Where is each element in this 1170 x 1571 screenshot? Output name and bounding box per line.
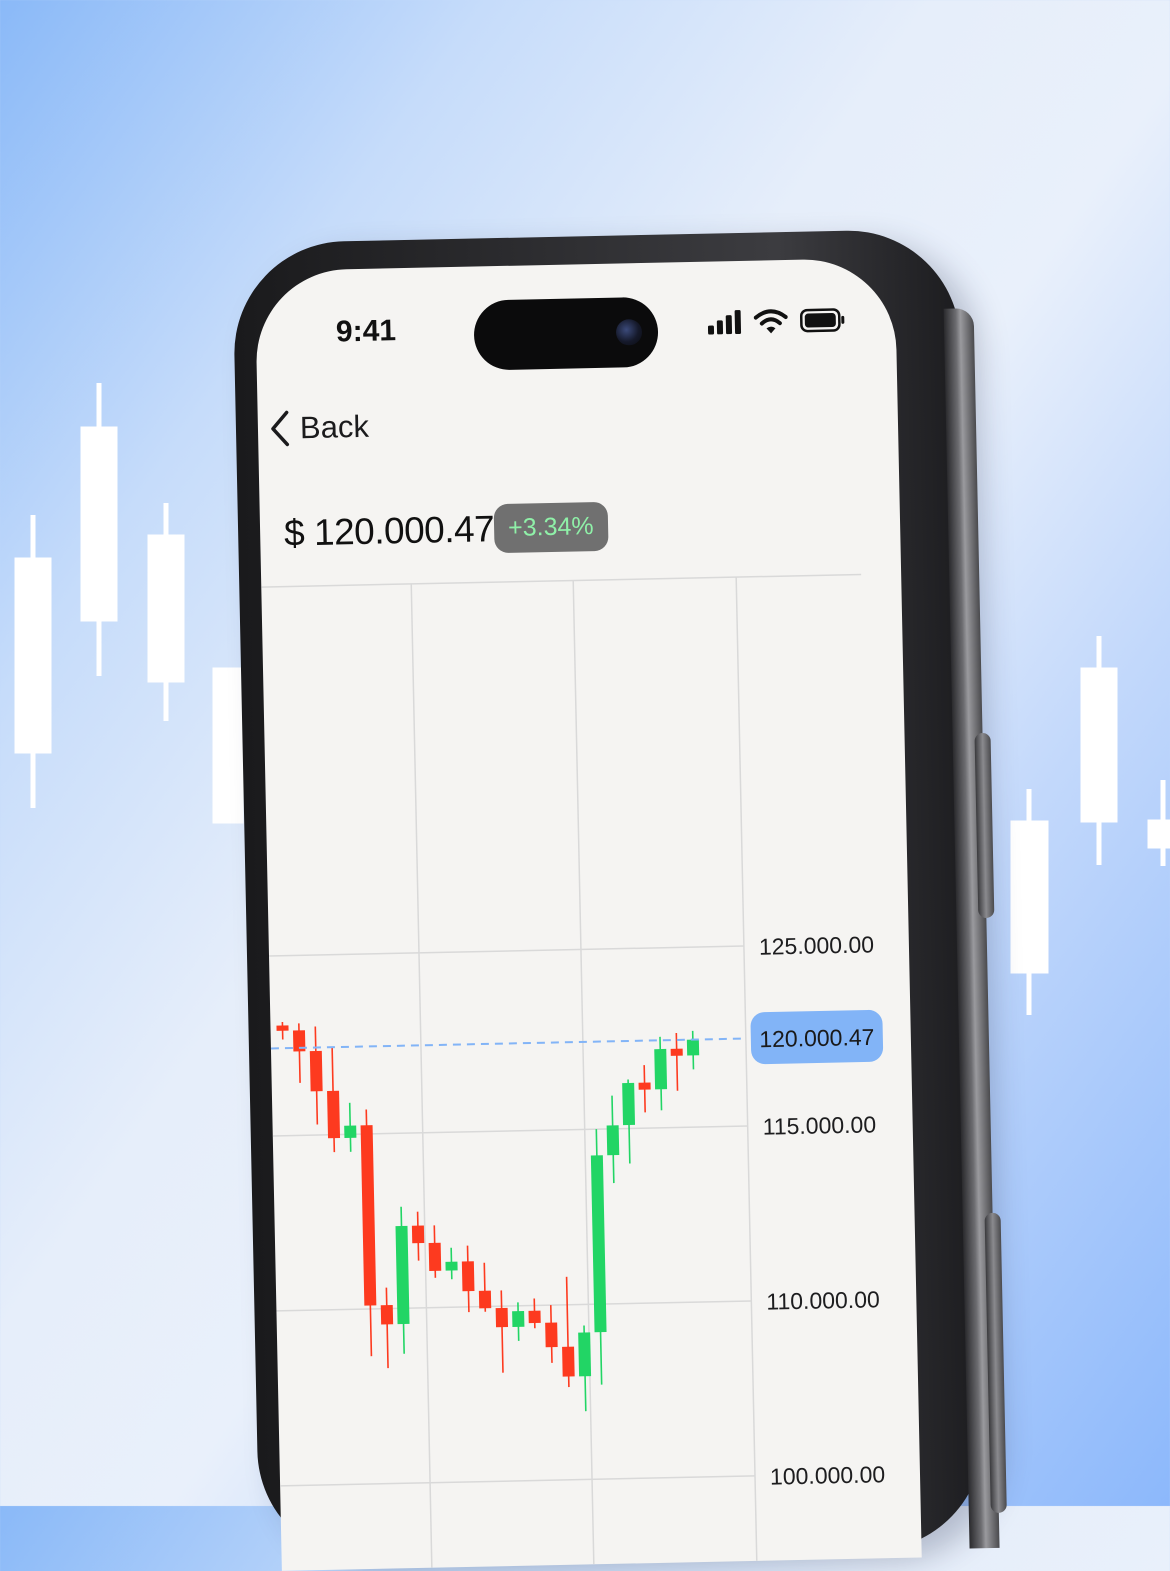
y-tick-label: 115.000.00 <box>762 1111 876 1139</box>
candle-body <box>276 1025 288 1031</box>
candle <box>495 1290 509 1372</box>
battery-icon <box>800 308 846 333</box>
candle <box>445 1248 458 1280</box>
grid-line-vertical <box>573 581 596 1571</box>
candle <box>395 1207 410 1354</box>
candle <box>512 1302 525 1341</box>
current-price: $ 120.000.47 <box>284 508 495 554</box>
candle <box>622 1079 636 1163</box>
candlestick-chart: 120.000.47 125.000.00 115.000.00 110.000.0… <box>261 558 922 1571</box>
grid-line-vertical <box>736 577 759 1571</box>
grid-line-horizontal <box>280 1476 755 1486</box>
candle <box>545 1305 558 1363</box>
candle-body <box>545 1323 558 1348</box>
candle <box>309 1026 323 1124</box>
candle <box>326 1047 340 1152</box>
grid-line-top <box>261 575 861 588</box>
status-icons <box>708 307 847 336</box>
candle <box>428 1225 441 1278</box>
candle <box>293 1023 306 1083</box>
candle <box>638 1065 651 1112</box>
status-time: 9:41 <box>336 314 397 349</box>
cellular-signal-icon <box>708 310 742 335</box>
y-tick-label: 110.000.00 <box>766 1286 880 1314</box>
candle-body <box>562 1347 575 1377</box>
candle-body <box>412 1226 424 1244</box>
y-tick-label: 100.000.00 <box>770 1461 886 1489</box>
back-button[interactable]: Back <box>270 409 370 447</box>
candle <box>528 1298 541 1328</box>
candle <box>561 1277 575 1387</box>
candle <box>360 1109 377 1356</box>
candle-wick <box>676 1033 677 1091</box>
candle-body <box>512 1311 524 1327</box>
candle-body <box>496 1308 508 1327</box>
phone-screen: 9:41 Back $ 1 <box>255 258 922 1571</box>
candle-body <box>639 1083 651 1090</box>
candle <box>687 1031 700 1070</box>
phone-mockup: 9:41 Back $ 1 <box>232 228 985 1563</box>
chart-candles <box>276 1013 706 1417</box>
candle-body <box>591 1155 607 1332</box>
grid-line-horizontal <box>273 1126 748 1136</box>
current-price-tag: 120.000.47 <box>750 1010 883 1065</box>
candle-body <box>687 1040 699 1056</box>
candle-body <box>344 1125 356 1137</box>
camera-icon <box>616 319 643 346</box>
candle <box>606 1095 620 1183</box>
candle-wick <box>386 1288 388 1368</box>
candle-body <box>578 1332 591 1376</box>
candle-body <box>310 1051 323 1091</box>
grid-line-horizontal <box>269 946 744 956</box>
candle-body <box>622 1083 635 1125</box>
candle <box>670 1033 683 1091</box>
current-price-line <box>271 1039 746 1049</box>
candle-wick <box>501 1290 503 1372</box>
grid-line-vertical <box>411 584 434 1571</box>
price-change-badge: +3.34% <box>494 502 609 553</box>
price-tag-label: 120.000.47 <box>759 1024 875 1052</box>
candle-body <box>479 1291 491 1309</box>
candle-body <box>607 1125 620 1155</box>
candle <box>276 1022 288 1040</box>
candle <box>462 1246 475 1313</box>
candle-body <box>429 1243 442 1271</box>
y-tick-label: 125.000.00 <box>759 931 875 959</box>
candle-body <box>528 1311 540 1323</box>
back-label: Back <box>300 409 370 446</box>
candle-body <box>671 1049 683 1056</box>
candle <box>380 1287 394 1368</box>
wifi-icon <box>754 308 789 335</box>
candle-body <box>654 1049 667 1089</box>
candle <box>344 1103 357 1152</box>
chart-grid <box>261 575 884 1571</box>
candle <box>478 1263 491 1312</box>
candle <box>412 1212 425 1261</box>
candle <box>590 1129 607 1385</box>
candle-body <box>327 1091 340 1138</box>
dynamic-island <box>473 297 658 371</box>
chevron-left-icon <box>270 410 291 446</box>
grid-line-horizontal <box>276 1301 751 1311</box>
candle-body <box>361 1125 377 1305</box>
candle-body <box>445 1262 457 1271</box>
candle-body <box>381 1305 393 1324</box>
candle-body <box>462 1261 475 1291</box>
candle-body <box>395 1226 409 1324</box>
candle <box>654 1037 668 1111</box>
